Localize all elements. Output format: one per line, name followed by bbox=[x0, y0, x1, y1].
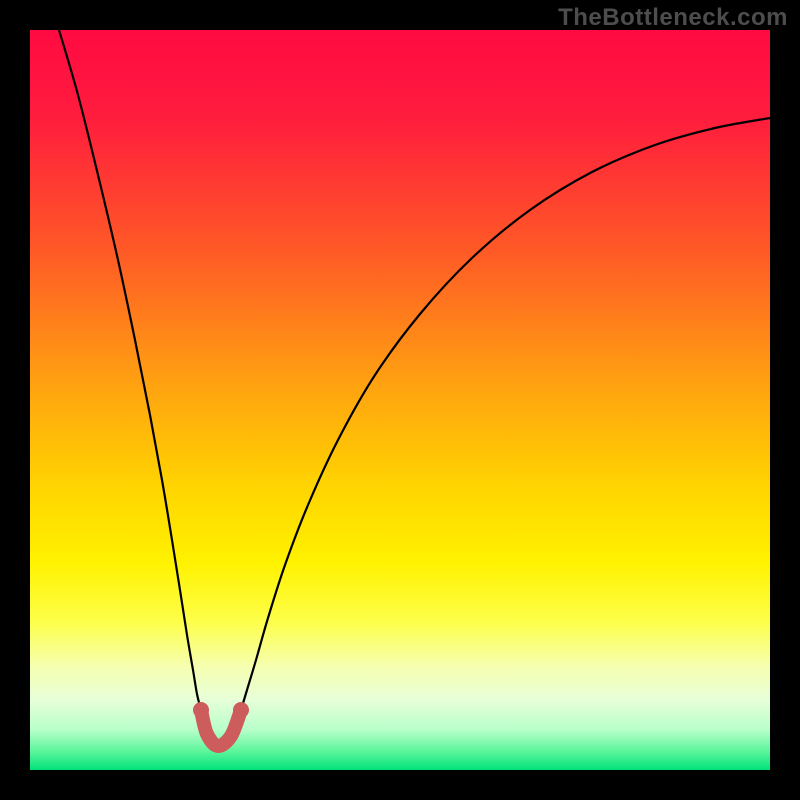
watermark-text: TheBottleneck.com bbox=[558, 4, 788, 32]
frame-right bbox=[770, 0, 800, 800]
plot-background bbox=[30, 30, 770, 770]
frame-left bbox=[0, 0, 30, 800]
bottleneck-curve-chart bbox=[0, 0, 800, 800]
frame-bottom bbox=[0, 770, 800, 800]
